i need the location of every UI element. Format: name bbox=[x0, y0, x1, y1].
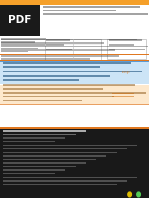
FancyBboxPatch shape bbox=[0, 5, 40, 36]
FancyBboxPatch shape bbox=[3, 66, 100, 68]
FancyBboxPatch shape bbox=[3, 145, 137, 146]
FancyBboxPatch shape bbox=[3, 96, 114, 97]
FancyBboxPatch shape bbox=[109, 54, 136, 55]
FancyBboxPatch shape bbox=[112, 96, 134, 97]
FancyBboxPatch shape bbox=[3, 92, 146, 93]
FancyBboxPatch shape bbox=[1, 39, 137, 40]
FancyBboxPatch shape bbox=[3, 152, 117, 153]
FancyBboxPatch shape bbox=[0, 60, 149, 62]
FancyBboxPatch shape bbox=[1, 49, 115, 51]
FancyBboxPatch shape bbox=[1, 44, 49, 46]
FancyBboxPatch shape bbox=[109, 49, 145, 50]
FancyBboxPatch shape bbox=[3, 62, 131, 64]
FancyBboxPatch shape bbox=[3, 148, 127, 149]
FancyBboxPatch shape bbox=[1, 48, 38, 49]
FancyBboxPatch shape bbox=[1, 55, 119, 57]
FancyBboxPatch shape bbox=[112, 93, 134, 94]
FancyBboxPatch shape bbox=[43, 6, 140, 8]
FancyBboxPatch shape bbox=[3, 159, 96, 160]
FancyBboxPatch shape bbox=[46, 39, 70, 41]
FancyBboxPatch shape bbox=[3, 173, 55, 174]
FancyBboxPatch shape bbox=[1, 42, 104, 44]
FancyBboxPatch shape bbox=[0, 0, 149, 5]
FancyBboxPatch shape bbox=[3, 177, 137, 178]
FancyBboxPatch shape bbox=[46, 54, 66, 55]
FancyBboxPatch shape bbox=[0, 5, 149, 128]
FancyBboxPatch shape bbox=[3, 180, 127, 182]
FancyBboxPatch shape bbox=[1, 54, 42, 55]
FancyBboxPatch shape bbox=[3, 169, 65, 171]
FancyBboxPatch shape bbox=[0, 129, 149, 198]
FancyBboxPatch shape bbox=[0, 61, 149, 62]
FancyBboxPatch shape bbox=[3, 184, 117, 185]
FancyBboxPatch shape bbox=[1, 51, 28, 52]
FancyBboxPatch shape bbox=[0, 62, 149, 84]
FancyBboxPatch shape bbox=[43, 13, 148, 15]
FancyBboxPatch shape bbox=[3, 155, 106, 157]
FancyBboxPatch shape bbox=[3, 137, 65, 139]
FancyBboxPatch shape bbox=[109, 44, 134, 46]
FancyBboxPatch shape bbox=[0, 127, 149, 129]
FancyBboxPatch shape bbox=[3, 79, 79, 81]
FancyBboxPatch shape bbox=[0, 85, 149, 104]
FancyBboxPatch shape bbox=[109, 39, 142, 41]
Text: PDF: PDF bbox=[8, 15, 32, 25]
FancyBboxPatch shape bbox=[1, 41, 35, 43]
FancyBboxPatch shape bbox=[3, 141, 55, 142]
FancyBboxPatch shape bbox=[3, 71, 142, 72]
FancyBboxPatch shape bbox=[0, 54, 149, 55]
FancyBboxPatch shape bbox=[45, 39, 101, 61]
FancyBboxPatch shape bbox=[3, 75, 110, 77]
FancyBboxPatch shape bbox=[0, 104, 149, 105]
FancyBboxPatch shape bbox=[46, 49, 72, 50]
FancyBboxPatch shape bbox=[3, 166, 76, 167]
FancyBboxPatch shape bbox=[3, 130, 86, 132]
FancyBboxPatch shape bbox=[3, 134, 76, 135]
FancyBboxPatch shape bbox=[1, 58, 90, 60]
FancyBboxPatch shape bbox=[1, 46, 148, 48]
FancyBboxPatch shape bbox=[3, 84, 135, 86]
FancyBboxPatch shape bbox=[3, 162, 86, 164]
FancyBboxPatch shape bbox=[43, 10, 116, 11]
FancyBboxPatch shape bbox=[3, 100, 82, 101]
FancyBboxPatch shape bbox=[107, 39, 146, 59]
FancyBboxPatch shape bbox=[3, 88, 103, 89]
FancyBboxPatch shape bbox=[1, 38, 46, 40]
Text: orange: orange bbox=[122, 70, 131, 74]
FancyBboxPatch shape bbox=[46, 44, 64, 46]
Circle shape bbox=[137, 192, 140, 197]
Circle shape bbox=[128, 192, 131, 197]
